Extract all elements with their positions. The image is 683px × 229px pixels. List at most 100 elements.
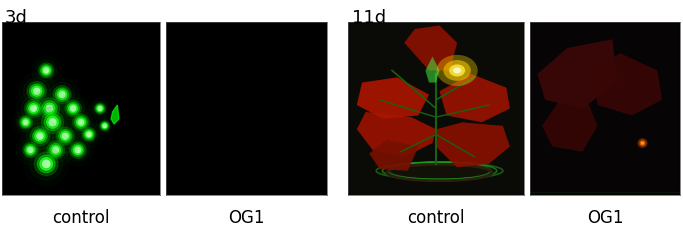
Ellipse shape <box>36 60 57 81</box>
Ellipse shape <box>39 63 54 78</box>
Ellipse shape <box>29 104 38 113</box>
Ellipse shape <box>27 123 53 150</box>
Ellipse shape <box>38 107 68 138</box>
Ellipse shape <box>67 102 79 115</box>
Ellipse shape <box>79 120 83 125</box>
Ellipse shape <box>21 96 46 121</box>
Ellipse shape <box>96 104 104 113</box>
Polygon shape <box>538 39 617 109</box>
Ellipse shape <box>23 120 28 125</box>
Ellipse shape <box>59 92 65 98</box>
Ellipse shape <box>27 82 46 101</box>
Ellipse shape <box>23 78 50 104</box>
Ellipse shape <box>449 64 465 76</box>
Ellipse shape <box>84 129 94 140</box>
Ellipse shape <box>30 126 50 146</box>
Ellipse shape <box>53 86 71 104</box>
Text: OG1: OG1 <box>228 209 265 227</box>
Ellipse shape <box>98 107 102 110</box>
Ellipse shape <box>453 67 461 74</box>
Ellipse shape <box>69 104 78 113</box>
Ellipse shape <box>74 116 87 128</box>
Ellipse shape <box>100 121 109 131</box>
Ellipse shape <box>28 148 33 152</box>
Ellipse shape <box>57 90 67 99</box>
Ellipse shape <box>94 103 105 114</box>
Ellipse shape <box>70 106 76 111</box>
Ellipse shape <box>76 118 85 127</box>
FancyBboxPatch shape <box>530 22 680 195</box>
Ellipse shape <box>37 133 43 139</box>
Ellipse shape <box>72 114 89 131</box>
Ellipse shape <box>49 143 63 157</box>
Ellipse shape <box>22 119 29 126</box>
Ellipse shape <box>60 131 70 141</box>
Text: 11d: 11d <box>352 9 386 27</box>
Ellipse shape <box>55 88 69 101</box>
Ellipse shape <box>27 102 40 115</box>
Ellipse shape <box>27 146 35 154</box>
Ellipse shape <box>50 82 74 107</box>
Ellipse shape <box>35 131 45 141</box>
Polygon shape <box>357 77 429 119</box>
Ellipse shape <box>73 146 82 154</box>
Ellipse shape <box>42 160 50 168</box>
Ellipse shape <box>51 145 61 155</box>
Ellipse shape <box>103 124 107 127</box>
Ellipse shape <box>70 111 92 134</box>
Ellipse shape <box>23 142 38 158</box>
Ellipse shape <box>75 147 81 153</box>
Ellipse shape <box>29 84 44 98</box>
Ellipse shape <box>53 147 59 153</box>
Ellipse shape <box>31 86 42 96</box>
Polygon shape <box>111 105 119 124</box>
Ellipse shape <box>31 106 36 111</box>
Polygon shape <box>593 53 662 115</box>
Ellipse shape <box>59 129 72 143</box>
Text: OG1: OG1 <box>587 209 624 227</box>
Ellipse shape <box>53 124 78 149</box>
Ellipse shape <box>46 117 59 128</box>
Ellipse shape <box>44 103 55 114</box>
Ellipse shape <box>30 148 62 180</box>
Ellipse shape <box>639 140 645 146</box>
Ellipse shape <box>56 127 74 145</box>
Ellipse shape <box>641 142 644 144</box>
Text: control: control <box>53 209 110 227</box>
Polygon shape <box>440 74 510 122</box>
Ellipse shape <box>42 111 64 134</box>
Ellipse shape <box>40 65 52 76</box>
Polygon shape <box>426 57 440 82</box>
Polygon shape <box>369 140 419 171</box>
Ellipse shape <box>44 68 48 73</box>
Polygon shape <box>404 25 457 71</box>
Ellipse shape <box>102 123 107 128</box>
Ellipse shape <box>35 94 64 123</box>
Ellipse shape <box>38 155 55 173</box>
Ellipse shape <box>72 144 84 156</box>
Ellipse shape <box>18 115 33 129</box>
Ellipse shape <box>66 139 89 161</box>
Polygon shape <box>436 122 510 167</box>
Ellipse shape <box>33 88 40 94</box>
Ellipse shape <box>443 60 471 81</box>
Ellipse shape <box>43 138 68 162</box>
Ellipse shape <box>82 128 96 141</box>
Ellipse shape <box>637 138 647 148</box>
Ellipse shape <box>39 98 60 119</box>
Ellipse shape <box>65 100 81 117</box>
Ellipse shape <box>98 119 111 132</box>
Polygon shape <box>357 112 436 157</box>
Ellipse shape <box>436 55 477 86</box>
Ellipse shape <box>25 144 36 156</box>
Ellipse shape <box>92 101 108 116</box>
Ellipse shape <box>42 101 57 116</box>
Polygon shape <box>542 100 598 152</box>
Ellipse shape <box>46 105 53 112</box>
Ellipse shape <box>44 114 61 131</box>
Ellipse shape <box>61 97 85 120</box>
Ellipse shape <box>70 142 86 158</box>
Ellipse shape <box>16 113 36 132</box>
Ellipse shape <box>79 125 98 144</box>
Ellipse shape <box>33 129 47 143</box>
